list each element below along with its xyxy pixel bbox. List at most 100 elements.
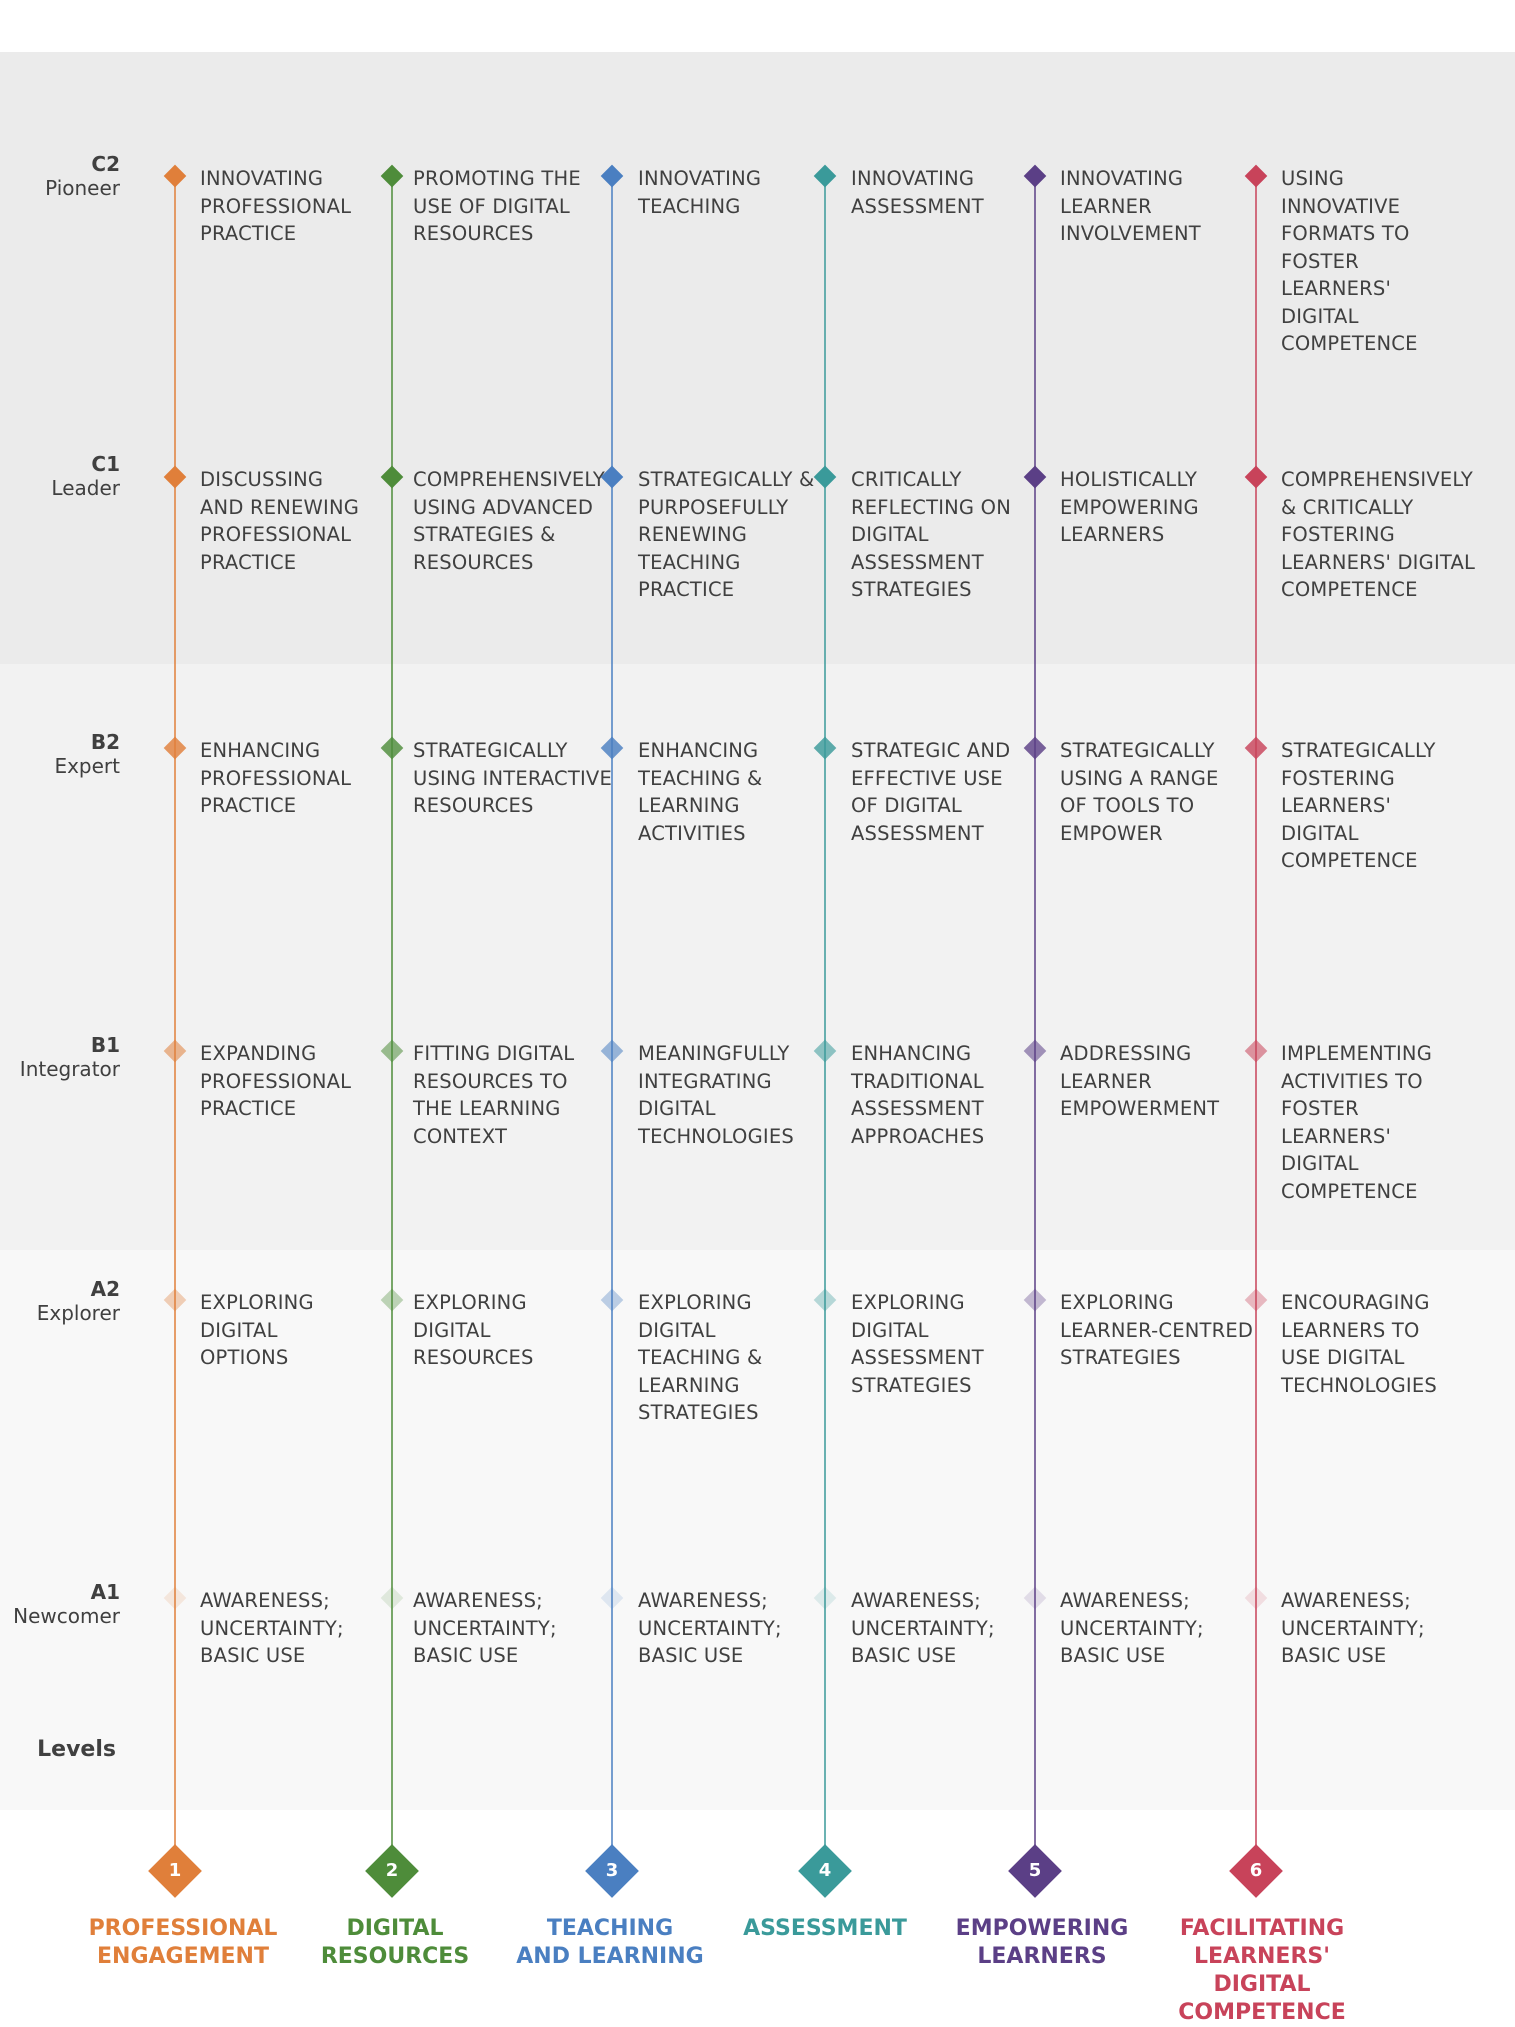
competence-text-line: PRACTICE: [200, 550, 297, 574]
competence-text-line: FORMATS TO: [1281, 222, 1410, 245]
competence-6-a2: ENCOURAGING LEARNERS TO USE DIGITAL TECHNOL…: [1281, 1289, 1437, 1399]
level-name: Explorer: [36, 1301, 120, 1325]
competence-text-line: ASSESSMENT: [851, 821, 984, 845]
competence-text-line: PROFESSIONAL: [200, 194, 352, 218]
competence-text-line: INNOVATING: [1060, 167, 1184, 190]
competence-text-line: & CRITICALLY: [1281, 495, 1414, 519]
area-label-line: DIGITAL: [346, 1916, 444, 1941]
competence-text-line: FOSTER: [1281, 1097, 1359, 1120]
competence-text-line: IMPLEMENTING: [1281, 1042, 1433, 1065]
competence-text-line: AWARENESS;: [413, 1589, 543, 1612]
level-label-a2: A2 Explorer: [0, 1277, 120, 1325]
competence-text-line: USING: [1281, 167, 1345, 190]
competence-text-line: STRATEGICALLY: [1281, 739, 1436, 762]
competence-text-line: PROFESSIONAL: [200, 1069, 352, 1093]
competence-3-a2: EXPLORING DIGITAL TEACHING & LEARNING STRATE…: [638, 1289, 762, 1427]
competence-5-a1: AWARENESS; UNCERTAINTY; BASIC USE: [1060, 1587, 1204, 1670]
area-3-label: TEACHING AND LEARNING: [490, 1915, 730, 1971]
competence-text-line: ASSESSMENT: [851, 550, 984, 574]
competence-3-b1: MEANINGFULLY INTEGRATING DIGITAL TECHNOLOGI…: [638, 1040, 794, 1150]
competence-text-line: COMPETENCE: [1281, 578, 1418, 601]
competence-text-line: TECHNOLOGIES: [1281, 1373, 1437, 1397]
competence-text-line: LEARNERS: [1060, 523, 1165, 546]
area-4-line: [824, 170, 826, 1850]
competence-text-line: EFFECTIVE USE: [851, 766, 1003, 790]
competence-text-line: PROMOTING THE: [413, 167, 581, 190]
competence-text-line: ENHANCING: [200, 739, 321, 762]
competence-text-line: USING ADVANCED: [413, 495, 594, 519]
competence-text-line: STRATEGIES: [1060, 1346, 1181, 1369]
competence-text-line: DIGITAL: [1281, 1152, 1359, 1175]
area-5-label: EMPOWERING LEARNERS: [922, 1915, 1162, 1971]
competence-4-a2: EXPLORING DIGITAL ASSESSMENT STRATEGIES: [851, 1289, 984, 1399]
competence-text-line: TEACHING: [638, 194, 741, 218]
area-6-line: [1255, 170, 1257, 1850]
area-label-line: RESOURCES: [320, 1944, 470, 1969]
competence-text-line: UNCERTAINTY;: [1281, 1616, 1425, 1640]
levels-axis-title: Levels: [37, 1737, 116, 1762]
level-name: Leader: [51, 476, 120, 500]
competence-text-line: INNOVATING: [851, 167, 975, 190]
competence-text-line: DIGITAL: [851, 1318, 929, 1342]
area-label-line: ASSESSMENT: [743, 1916, 907, 1941]
competence-text-line: COMPETENCE: [1281, 1179, 1418, 1203]
competence-text-line: DIGITAL: [1281, 821, 1359, 845]
competence-text-line: STRATEGICALLY &: [638, 468, 815, 491]
band-b-levels: [0, 664, 1515, 1250]
competence-text-line: AWARENESS;: [200, 1589, 330, 1612]
level-code: C2: [91, 152, 120, 176]
competence-text-line: TEACHING: [638, 550, 741, 574]
band-c-levels: [0, 52, 1515, 664]
level-label-b1: B1 Integrator: [0, 1033, 120, 1081]
area-label-line: TEACHING: [546, 1916, 674, 1941]
competence-text-line: INNOVATING: [200, 167, 324, 190]
competence-text-line: PRACTICE: [200, 794, 297, 817]
competence-text-line: LEARNER-CENTRED: [1060, 1318, 1254, 1342]
competence-text-line: LEARNERS': [1281, 794, 1392, 817]
competence-text-line: EMPOWERMENT: [1060, 1097, 1220, 1120]
competence-text-line: FOSTERING: [1281, 523, 1395, 546]
competence-text-line: PROFESSIONAL: [200, 523, 352, 546]
competence-text-line: ENHANCING: [638, 739, 759, 762]
area-1-label: PROFESSIONAL ENGAGEMENT: [63, 1915, 303, 1971]
area-number: 4: [818, 1860, 832, 1881]
competence-text-line: ASSESSMENT: [851, 194, 984, 218]
competence-text-line: EXPLORING: [851, 1291, 965, 1314]
competence-text-line: CRITICALLY: [851, 468, 962, 491]
competence-text-line: RESOURCES TO: [413, 1069, 568, 1093]
area-2-label: DIGITAL RESOURCES: [275, 1915, 515, 1971]
competence-text-line: OF DIGITAL: [851, 794, 962, 817]
level-name: Newcomer: [13, 1604, 120, 1628]
level-label-b2: B2 Expert: [0, 730, 120, 778]
competence-text-line: ADDRESSING: [1060, 1042, 1192, 1065]
area-1-line: [174, 170, 176, 1850]
competence-text-line: EXPLORING: [638, 1291, 752, 1314]
competence-text-line: ENHANCING: [851, 1042, 972, 1065]
competence-text-line: INNOVATING: [638, 167, 762, 190]
competence-text-line: BASIC USE: [413, 1644, 519, 1667]
competence-5-b2: STRATEGICALLY USING A RANGE OF TOOLS TO EMP…: [1060, 737, 1219, 847]
competence-2-b1: FITTING DIGITAL RESOURCES TO THE LEARNING C…: [413, 1040, 574, 1150]
competence-text-line: DIGITAL: [851, 523, 929, 546]
competence-text-line: FOSTERING: [1281, 766, 1395, 790]
area-6-label: FACILITATING LEARNERS' DIGITAL COMPETENCE: [1142, 1915, 1382, 2027]
competence-3-a1: AWARENESS; UNCERTAINTY; BASIC USE: [638, 1587, 782, 1670]
area-label-line: COMPETENCE: [1178, 2000, 1346, 2025]
competence-text-line: INNOVATIVE: [1281, 194, 1401, 218]
competence-text-line: RESOURCES: [413, 222, 534, 245]
competence-text-line: ENCOURAGING: [1281, 1291, 1430, 1314]
competence-text-line: PRACTICE: [200, 1097, 297, 1120]
competence-text-line: TEACHING &: [638, 1346, 763, 1369]
competence-text-line: EXPLORING: [413, 1291, 527, 1314]
competence-text-line: STRATEGIES &: [413, 523, 556, 546]
competence-text-line: UNCERTAINTY;: [200, 1616, 344, 1640]
competence-text-line: CONTEXT: [413, 1124, 508, 1148]
competence-4-a1: AWARENESS; UNCERTAINTY; BASIC USE: [851, 1587, 995, 1670]
area-label-line: LEARNERS: [977, 1944, 1107, 1969]
competence-text-line: REFLECTING ON: [851, 495, 1011, 519]
competence-1-b2: ENHANCING PROFESSIONAL PRACTICE: [200, 737, 351, 820]
area-label-line: LEARNERS' DIGITAL: [1194, 1944, 1330, 1997]
competence-text-line: OPTIONS: [200, 1346, 289, 1369]
area-number: 3: [605, 1860, 619, 1881]
competence-text-line: TRADITIONAL: [851, 1069, 984, 1093]
